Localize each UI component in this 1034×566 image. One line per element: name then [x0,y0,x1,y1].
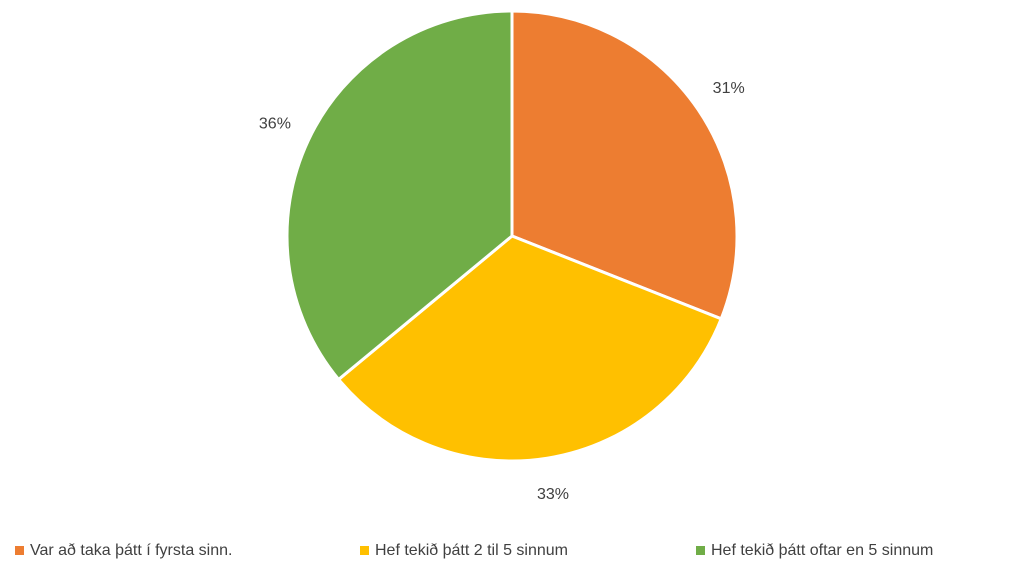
legend-swatch [15,546,24,555]
legend-label: Hef tekið þátt 2 til 5 sinnum [375,542,568,559]
pie-slice [285,9,514,382]
pie-slice [336,234,724,463]
pie-slice [510,9,739,321]
data-label: 36% [259,116,291,133]
data-label: 31% [713,80,745,97]
legend-label: Hef tekið þátt oftar en 5 sinnum [711,542,933,559]
legend-swatch [360,546,369,555]
legend-label: Var að taka þátt í fyrsta sinn. [30,542,232,559]
data-label: 33% [537,486,569,503]
legend-swatch [696,546,705,555]
